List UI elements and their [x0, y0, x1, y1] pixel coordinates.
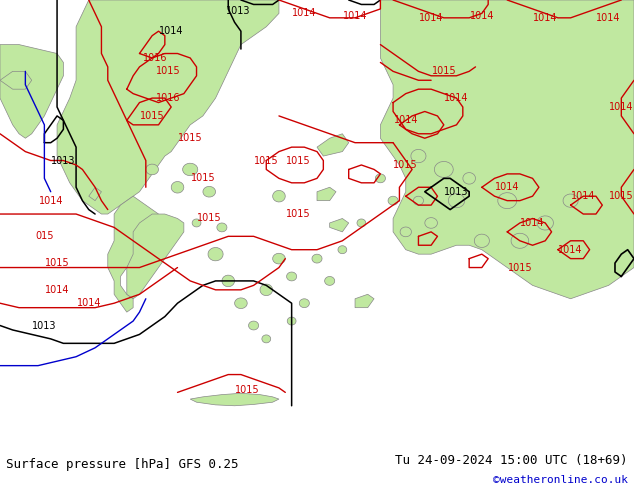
Polygon shape: [217, 223, 227, 232]
Polygon shape: [498, 193, 517, 209]
Text: 1013: 1013: [444, 187, 469, 197]
Polygon shape: [463, 172, 476, 184]
Text: 1015: 1015: [609, 191, 633, 201]
Text: Surface pressure [hPa] GFS 0.25: Surface pressure [hPa] GFS 0.25: [6, 458, 239, 471]
Polygon shape: [434, 161, 453, 177]
Polygon shape: [273, 191, 285, 202]
Polygon shape: [317, 187, 336, 201]
Polygon shape: [400, 227, 411, 237]
Text: 1014: 1014: [343, 11, 367, 21]
Polygon shape: [57, 0, 279, 214]
Polygon shape: [108, 196, 158, 312]
Text: 1014: 1014: [419, 13, 443, 23]
Polygon shape: [474, 234, 489, 247]
Text: 1015: 1015: [197, 214, 221, 223]
Polygon shape: [190, 393, 279, 406]
Text: 1014: 1014: [292, 8, 316, 19]
Text: 1014: 1014: [597, 13, 621, 23]
Polygon shape: [89, 187, 101, 201]
Text: 1015: 1015: [508, 263, 532, 272]
Text: 1015: 1015: [432, 66, 456, 76]
Polygon shape: [425, 218, 437, 228]
Polygon shape: [357, 219, 366, 227]
Text: 1015: 1015: [178, 133, 202, 143]
Text: 1015: 1015: [156, 66, 180, 76]
Polygon shape: [146, 164, 158, 175]
Polygon shape: [208, 247, 223, 261]
Text: 1014: 1014: [470, 11, 494, 21]
Text: 1015: 1015: [235, 385, 259, 395]
Polygon shape: [448, 194, 465, 208]
Polygon shape: [171, 181, 184, 193]
Text: 1015: 1015: [140, 111, 164, 121]
Polygon shape: [375, 174, 385, 183]
Text: 1014: 1014: [77, 298, 101, 308]
Polygon shape: [511, 233, 529, 248]
Text: 015: 015: [35, 231, 54, 242]
Polygon shape: [127, 214, 184, 299]
Text: 1014: 1014: [444, 93, 469, 103]
Polygon shape: [0, 45, 63, 138]
Polygon shape: [222, 275, 235, 287]
Text: 1014: 1014: [394, 115, 418, 125]
Text: 1015: 1015: [286, 155, 310, 166]
Text: 1013: 1013: [226, 6, 250, 16]
Text: 1015: 1015: [191, 173, 215, 183]
Polygon shape: [330, 219, 349, 232]
Polygon shape: [325, 276, 335, 285]
Polygon shape: [287, 272, 297, 281]
Polygon shape: [411, 149, 426, 163]
Polygon shape: [413, 196, 424, 205]
Polygon shape: [203, 186, 216, 197]
Text: 1014: 1014: [609, 102, 633, 112]
Text: 1014: 1014: [533, 13, 557, 23]
Text: 1016: 1016: [156, 93, 180, 103]
Text: 1015: 1015: [286, 209, 310, 219]
Text: 1014: 1014: [495, 182, 519, 192]
Text: 1013: 1013: [32, 320, 56, 331]
Polygon shape: [260, 284, 273, 295]
Text: 1014: 1014: [45, 285, 69, 295]
Polygon shape: [563, 194, 578, 207]
Polygon shape: [235, 298, 247, 309]
Polygon shape: [183, 163, 198, 175]
Polygon shape: [312, 254, 322, 263]
Text: ©weatheronline.co.uk: ©weatheronline.co.uk: [493, 475, 628, 485]
Text: 1014: 1014: [521, 218, 545, 228]
Polygon shape: [192, 219, 201, 227]
Polygon shape: [0, 72, 32, 89]
Text: 1014: 1014: [571, 191, 595, 201]
Text: 1015: 1015: [45, 258, 69, 268]
Text: 1014: 1014: [39, 196, 63, 206]
Polygon shape: [287, 317, 296, 325]
Text: Tu 24-09-2024 15:00 UTC (18+69): Tu 24-09-2024 15:00 UTC (18+69): [395, 454, 628, 466]
Text: 1014: 1014: [159, 26, 183, 36]
Polygon shape: [249, 321, 259, 330]
Polygon shape: [299, 299, 309, 308]
Text: 1015: 1015: [254, 155, 278, 166]
Polygon shape: [262, 335, 271, 343]
Polygon shape: [380, 0, 634, 299]
Polygon shape: [317, 134, 349, 156]
Text: 1014: 1014: [559, 245, 583, 255]
Text: 1015: 1015: [394, 160, 418, 170]
Polygon shape: [537, 216, 553, 230]
Text: 1013: 1013: [51, 155, 75, 166]
Polygon shape: [388, 196, 398, 205]
Polygon shape: [355, 294, 374, 308]
Text: 1016: 1016: [143, 53, 167, 63]
Polygon shape: [338, 245, 347, 254]
Polygon shape: [273, 253, 285, 264]
